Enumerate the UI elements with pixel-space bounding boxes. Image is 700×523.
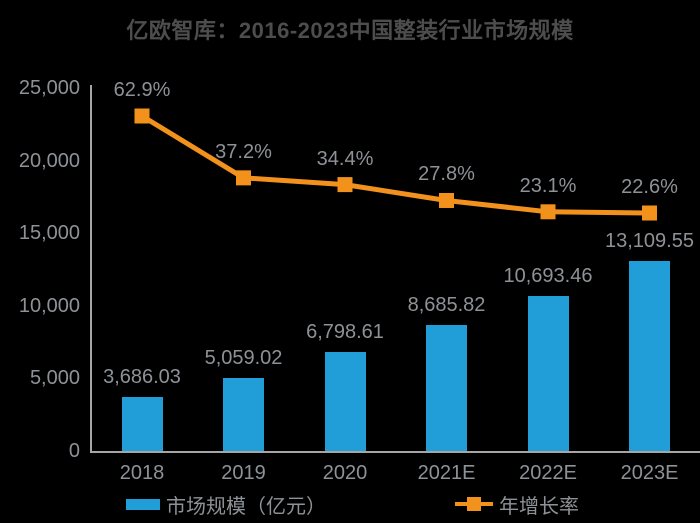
bar-market-size [629, 260, 670, 451]
growth-rate-label: 37.2% [215, 140, 272, 163]
legend-item-growth-rate: 年增长率 [455, 492, 579, 518]
line-marker [439, 192, 454, 208]
bar-value-label: 3,686.03 [103, 366, 181, 389]
bar-value-label: 8,685.82 [407, 293, 486, 316]
growth-rate-label: 34.4% [316, 147, 374, 170]
bar-market-size [121, 397, 163, 451]
legend-item-market-size: 市场规模（亿元） [126, 492, 326, 518]
bar-value-label: 5,059.02 [204, 346, 283, 369]
bar-value-label: 10,693.46 [503, 264, 593, 287]
growth-rate-label: 27.8% [418, 163, 475, 186]
x-axis-line [90, 451, 700, 453]
bar-market-size [527, 295, 569, 451]
line-marker [337, 177, 353, 193]
bar-value-label: 13,109.55 [605, 229, 694, 252]
bar-market-size [426, 324, 467, 451]
x-axis-tick-label: 2020 [322, 462, 368, 484]
y-axis-tick-label: 5,000 [29, 367, 80, 390]
x-axis-tick-label: 2018 [119, 462, 165, 484]
bar-swatch-icon [126, 498, 160, 510]
x-axis-tick-label: 2019 [221, 462, 266, 484]
x-axis-tick-label: 2022E [519, 462, 577, 484]
y-axis-tick-label: 0 [68, 440, 80, 462]
legend-label-growth-rate: 年增长率 [499, 495, 579, 518]
x-axis-tick-label: 2021E [417, 462, 476, 484]
bar-market-size [223, 377, 264, 451]
y-axis-tick-label: 15,000 [18, 222, 80, 245]
legend-label-market-size: 市场规模（亿元） [166, 495, 326, 518]
y-axis-tick-label: 25,000 [18, 77, 80, 99]
y-axis-line [90, 85, 92, 453]
growth-rate-polyline [139, 113, 652, 216]
growth-rate-label: 23.1% [519, 174, 577, 197]
y-axis-tick-label: 10,000 [18, 294, 80, 317]
line-marker [134, 108, 150, 124]
growth-rate-label: 22.6% [621, 176, 678, 198]
line-marker [236, 170, 251, 186]
line-marker [540, 204, 556, 220]
x-axis-tick-label: 2023E [620, 462, 679, 484]
line-swatch-icon [455, 497, 493, 511]
bar-market-size [324, 352, 366, 451]
chart-title: 亿欧智库：2016-2023中国整装行业市场规模 [126, 18, 574, 43]
y-axis-tick-label: 20,000 [18, 149, 80, 172]
line-marker [642, 205, 657, 221]
bar-value-label: 6,798.61 [306, 321, 384, 344]
growth-rate-label: 62.9% [113, 78, 171, 101]
